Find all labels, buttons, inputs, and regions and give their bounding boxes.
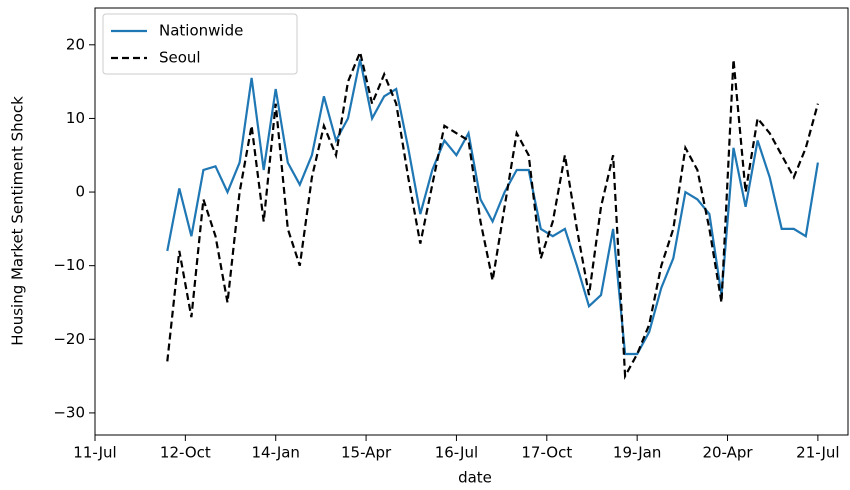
x-tick-label: 20-Apr [702, 444, 753, 462]
x-tick-label: 19-Jan [613, 444, 661, 462]
series-line [166, 48, 819, 381]
x-axis-label: date [458, 469, 492, 487]
x-tick-label: 15-Apr [341, 444, 392, 462]
x-tick-label: 17-Oct [521, 444, 572, 462]
y-tick-label: −20 [53, 330, 85, 348]
y-tick-label: 20 [66, 35, 85, 53]
x-tick-label: 14-Jan [251, 444, 299, 462]
x-tick-label: 16-Jul [435, 444, 478, 462]
y-tick-label: −10 [53, 256, 85, 274]
x-tick-label: 21-Jul [796, 444, 839, 462]
y-tick-label: 0 [75, 183, 85, 201]
y-axis-label: Housing Market Sentiment Shock [9, 96, 27, 346]
x-tick-label: 11-Jul [73, 444, 116, 462]
legend-box [102, 13, 298, 75]
series-line [166, 59, 819, 356]
y-tick-label: −30 [53, 403, 85, 421]
y-tick-label: 10 [66, 109, 85, 127]
x-tick-label: 12-Oct [160, 444, 211, 462]
plot-frame [94, 7, 849, 436]
legend-label: Seoul [159, 49, 201, 67]
legend-label: Nationwide [159, 22, 243, 40]
